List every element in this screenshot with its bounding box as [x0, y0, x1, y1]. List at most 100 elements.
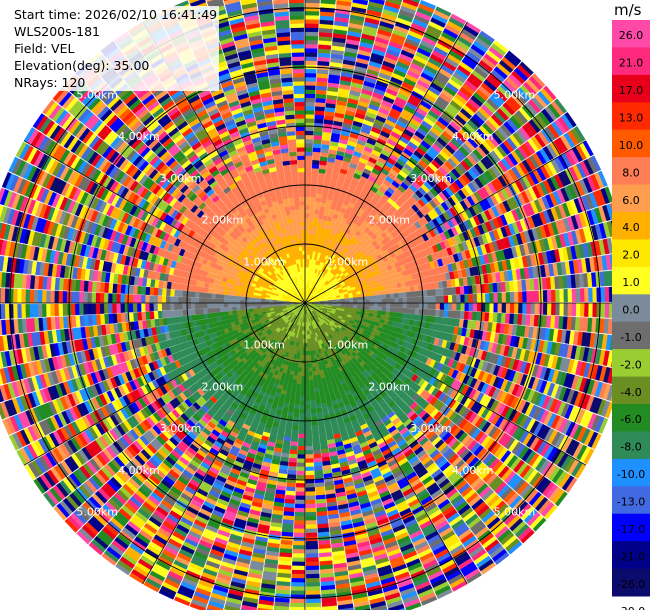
velocity-gate	[393, 288, 399, 294]
velocity-gate	[398, 297, 404, 303]
velocity-gate	[308, 371, 313, 377]
velocity-gate	[304, 134, 314, 140]
velocity-gate	[306, 334, 310, 340]
velocity-gate	[295, 387, 301, 393]
velocity-gate	[305, 367, 309, 373]
velocity-gate	[402, 297, 408, 303]
velocity-gate	[352, 305, 358, 309]
velocity-gate	[365, 295, 371, 300]
velocity-gate	[625, 302, 630, 319]
velocity-gate	[301, 375, 306, 381]
velocity-gate	[377, 290, 383, 296]
velocity-gate	[356, 293, 362, 298]
velocity-gate	[311, 229, 317, 236]
velocity-gate	[313, 217, 319, 223]
velocity-gate	[385, 289, 391, 295]
velocity-gate	[305, 499, 316, 505]
velocity-gate	[296, 462, 306, 468]
velocity-gate	[307, 342, 310, 348]
velocity-gate	[396, 0, 403, 2]
velocity-gate	[406, 297, 412, 303]
velocity-gate	[406, 308, 412, 314]
velocity-gate	[311, 428, 319, 435]
velocity-gate	[289, 399, 296, 405]
velocity-gate	[563, 302, 569, 316]
velocity-gate	[314, 205, 321, 211]
velocity-gate	[306, 586, 321, 592]
velocity-gate	[385, 311, 391, 317]
velocity-gate	[299, 408, 306, 414]
velocity-gate	[295, 499, 306, 505]
velocity-gate	[290, 590, 306, 596]
velocity-gate	[555, 302, 561, 316]
velocity-gate	[308, 229, 313, 235]
velocity-gate	[513, 291, 519, 303]
velocity-gate	[304, 68, 317, 74]
velocity-gate	[376, 314, 382, 320]
velocity-gate	[294, 516, 306, 521]
velocity-gate	[288, 374, 294, 380]
velocity-gate	[356, 305, 362, 309]
velocity-gate	[608, 302, 614, 319]
velocity-gate	[298, 425, 306, 431]
velocity-gate	[497, 292, 503, 303]
velocity-gate	[298, 421, 306, 426]
velocity-gate	[292, 375, 298, 381]
velocity-gate	[427, 302, 433, 310]
velocity-gate	[546, 289, 552, 303]
velocity-gate	[588, 287, 594, 302]
velocity-gate	[301, 363, 306, 369]
velocity-gate	[305, 371, 310, 377]
velocity-gate	[293, 370, 299, 377]
velocity-gate	[305, 388, 310, 393]
velocity-gate	[308, 233, 313, 239]
velocity-gate	[365, 299, 371, 303]
velocity-gate	[608, 286, 614, 302]
velocity-gate	[352, 294, 358, 298]
velocity-gate	[289, 445, 298, 451]
velocity-gate	[310, 180, 318, 186]
velocity-gate	[530, 302, 536, 315]
velocity-gate	[307, 350, 311, 356]
velocity-gate	[294, 362, 299, 368]
velocity-gate	[308, 363, 313, 369]
velocity-gate	[304, 142, 313, 148]
velocity-gate	[304, 246, 308, 251]
velocity-gate	[293, 408, 300, 414]
velocity-gate	[312, 375, 318, 381]
velocity-gate	[402, 302, 408, 309]
velocity-gate	[509, 291, 515, 303]
velocity-gate	[460, 294, 466, 303]
velocity-gate	[365, 305, 371, 310]
velocity-gate	[291, 383, 297, 389]
velocity-gate	[297, 450, 306, 455]
velocity-gate	[304, 208, 310, 214]
velocity-gate	[377, 310, 383, 316]
velocity-gate	[398, 307, 404, 314]
velocity-gate	[310, 192, 317, 198]
velocity-gate	[422, 308, 428, 316]
velocity-gate	[294, 503, 306, 509]
velocity-gate	[555, 289, 561, 303]
velocity-gate	[297, 454, 306, 460]
velocity-gate	[476, 302, 482, 312]
velocity-gate	[312, 370, 317, 376]
velocity-gate	[300, 396, 306, 402]
velocity-gate	[294, 511, 306, 517]
velocity-gate	[304, 101, 315, 107]
velocity-gate	[571, 302, 577, 317]
velocity-gate	[291, 428, 299, 435]
velocity-gate	[291, 569, 306, 575]
velocity-gate	[542, 302, 548, 315]
velocity-gate	[314, 209, 320, 215]
velocity-gate	[381, 294, 387, 299]
velocity-gate	[340, 298, 346, 302]
velocity-gate	[344, 304, 350, 308]
velocity-gate	[295, 491, 306, 497]
velocity-gate	[435, 309, 441, 317]
velocity-gate	[301, 371, 306, 377]
velocity-gate	[377, 298, 383, 303]
velocity-gate	[304, 105, 315, 111]
velocity-gate	[489, 302, 495, 313]
velocity-gate	[309, 209, 315, 215]
